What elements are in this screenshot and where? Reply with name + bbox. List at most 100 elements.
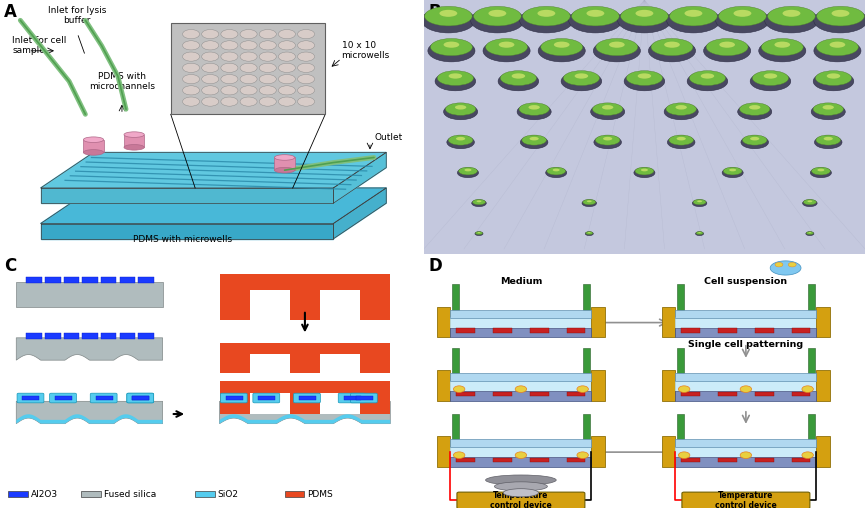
Bar [755,328,773,333]
Ellipse shape [720,42,735,48]
Text: Inlet for cell
sample: Inlet for cell sample [12,36,67,55]
FancyBboxPatch shape [338,393,365,403]
Bar [220,393,250,414]
Ellipse shape [240,75,257,84]
Bar [320,291,360,320]
Bar [682,328,700,333]
Text: Medium: Medium [500,277,542,286]
Ellipse shape [817,169,824,171]
Ellipse shape [202,52,219,61]
Bar [583,284,590,310]
Ellipse shape [529,105,540,110]
FancyBboxPatch shape [293,393,320,403]
Ellipse shape [811,168,831,178]
Bar [82,277,98,283]
Bar [132,396,149,400]
Polygon shape [220,401,390,424]
Ellipse shape [279,29,296,39]
Circle shape [577,452,588,458]
Ellipse shape [483,40,530,62]
Ellipse shape [260,52,276,61]
Bar [250,393,290,414]
Ellipse shape [740,103,770,115]
Ellipse shape [124,132,144,137]
Ellipse shape [519,103,549,115]
Bar [8,492,28,497]
Ellipse shape [240,86,257,95]
Bar [755,392,773,396]
Ellipse shape [529,137,539,140]
Ellipse shape [742,135,767,145]
Ellipse shape [596,39,638,56]
FancyBboxPatch shape [127,393,154,403]
Ellipse shape [489,10,506,17]
Bar [451,381,592,391]
Bar [360,393,390,414]
Bar [676,328,817,337]
Ellipse shape [669,135,694,145]
Circle shape [740,386,752,393]
Ellipse shape [456,137,465,140]
Bar [676,318,817,328]
Ellipse shape [240,52,257,61]
Ellipse shape [811,104,845,120]
Text: Cell suspension: Cell suspension [704,277,787,286]
Ellipse shape [538,40,586,62]
Ellipse shape [240,41,257,50]
Text: A: A [4,3,17,20]
Bar [124,135,144,147]
Bar [101,277,117,283]
Bar [220,274,390,291]
Ellipse shape [260,86,276,95]
Ellipse shape [664,42,680,48]
Bar [132,396,149,400]
Ellipse shape [593,103,623,115]
Ellipse shape [202,64,219,73]
Bar [452,348,459,373]
Ellipse shape [553,169,560,171]
Ellipse shape [816,71,851,85]
Bar [258,396,275,400]
Text: Temperature
control device: Temperature control device [715,491,777,508]
Ellipse shape [260,29,276,39]
Ellipse shape [783,10,800,17]
Bar [451,310,592,318]
Ellipse shape [503,489,539,497]
Polygon shape [41,188,333,203]
Ellipse shape [701,73,714,79]
Ellipse shape [684,10,702,17]
Ellipse shape [541,39,583,56]
Ellipse shape [806,232,813,235]
Ellipse shape [813,72,854,91]
Ellipse shape [561,72,602,91]
Ellipse shape [475,232,483,236]
Ellipse shape [670,7,717,26]
Bar [64,277,79,283]
Bar [791,328,811,333]
Text: Single cell patterning: Single cell patterning [689,340,804,350]
Bar [530,392,548,396]
Ellipse shape [260,64,276,73]
Ellipse shape [477,200,482,202]
Circle shape [453,452,465,458]
Ellipse shape [729,169,736,171]
Ellipse shape [445,103,476,115]
Ellipse shape [473,7,522,26]
Ellipse shape [676,137,686,140]
Bar [817,370,830,401]
Ellipse shape [693,200,706,205]
Bar [451,318,592,328]
Ellipse shape [586,232,593,236]
Bar [493,458,512,462]
Ellipse shape [806,232,814,236]
Ellipse shape [804,200,817,205]
Bar [530,328,548,333]
Ellipse shape [260,97,276,106]
Ellipse shape [221,97,238,106]
Bar [452,284,459,310]
FancyBboxPatch shape [49,393,76,403]
Ellipse shape [202,86,219,95]
Circle shape [802,452,813,458]
Text: PDMS: PDMS [307,490,333,498]
Bar [83,140,104,152]
